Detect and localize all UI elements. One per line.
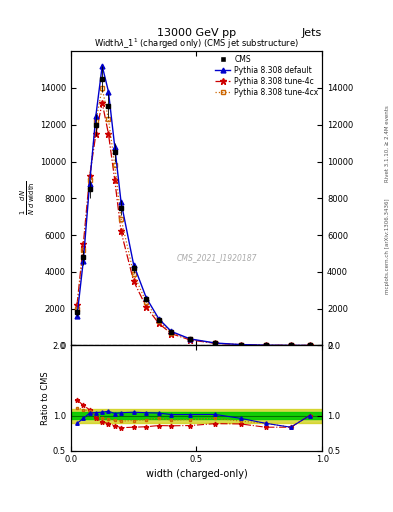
- Pythia 8.308 tune-4c: [94, 131, 98, 137]
- Pythia 8.308 default: [307, 343, 312, 349]
- Pythia 8.308 tune-4cx: [81, 247, 86, 253]
- Pythia 8.308 tune-4cx: [307, 343, 312, 349]
- Pythia 8.308 tune-4cx: [106, 116, 111, 122]
- Pythia 8.308 default: [263, 342, 268, 348]
- Text: CMS_2021_I1920187: CMS_2021_I1920187: [176, 253, 257, 262]
- Pythia 8.308 default: [288, 343, 293, 349]
- Pythia 8.308 tune-4c: [81, 241, 86, 247]
- Pythia 8.308 default: [131, 262, 136, 268]
- Pythia 8.308 tune-4c: [238, 342, 243, 348]
- Pythia 8.308 tune-4cx: [169, 330, 174, 336]
- Pythia 8.308 tune-4cx: [288, 343, 293, 349]
- Pythia 8.308 tune-4c: [106, 131, 111, 137]
- Pythia 8.308 default: [87, 181, 92, 187]
- Pythia 8.308 tune-4c: [307, 343, 312, 349]
- Text: Rivet 3.1.10, ≥ 2.4M events: Rivet 3.1.10, ≥ 2.4M events: [385, 105, 389, 182]
- Pythia 8.308 default: [75, 313, 79, 319]
- Pythia 8.308 tune-4cx: [131, 271, 136, 277]
- Pythia 8.308 default: [106, 89, 111, 95]
- Y-axis label: $\frac{1}{N}\,\frac{dN}{d\,\mathrm{width}}$: $\frac{1}{N}\,\frac{dN}{d\,\mathrm{width…: [18, 181, 37, 216]
- Text: 13000 GeV pp: 13000 GeV pp: [157, 28, 236, 38]
- Pythia 8.308 tune-4cx: [100, 85, 105, 91]
- Text: mcplots.cern.ch [arXiv:1306.3436]: mcplots.cern.ch [arXiv:1306.3436]: [385, 198, 389, 293]
- Pythia 8.308 tune-4c: [169, 331, 174, 337]
- Pythia 8.308 tune-4cx: [144, 299, 149, 305]
- Pythia 8.308 tune-4c: [144, 304, 149, 310]
- Pythia 8.308 default: [156, 316, 161, 322]
- Pythia 8.308 tune-4c: [131, 278, 136, 284]
- Line: Pythia 8.308 default: Pythia 8.308 default: [75, 63, 312, 348]
- Legend: CMS, Pythia 8.308 default, Pythia 8.308 tune-4c, Pythia 8.308 tune-4cx: CMS, Pythia 8.308 default, Pythia 8.308 …: [215, 55, 318, 97]
- Pythia 8.308 tune-4cx: [263, 342, 268, 348]
- Pythia 8.308 tune-4cx: [156, 317, 161, 324]
- Pythia 8.308 tune-4cx: [119, 216, 123, 222]
- Pythia 8.308 tune-4cx: [188, 336, 193, 343]
- Pythia 8.308 default: [169, 328, 174, 334]
- Pythia 8.308 default: [213, 340, 218, 346]
- Pythia 8.308 tune-4c: [213, 340, 218, 347]
- Line: Pythia 8.308 tune-4cx: Pythia 8.308 tune-4cx: [75, 86, 312, 348]
- Pythia 8.308 tune-4cx: [238, 342, 243, 348]
- Title: Width$\lambda\_1^1$ (charged only) (CMS jet substructure): Width$\lambda\_1^1$ (charged only) (CMS …: [94, 37, 299, 51]
- Pythia 8.308 tune-4c: [263, 342, 268, 348]
- Pythia 8.308 default: [238, 342, 243, 348]
- Line: Pythia 8.308 tune-4c: Pythia 8.308 tune-4c: [73, 99, 313, 349]
- Pythia 8.308 default: [81, 258, 86, 264]
- Y-axis label: Ratio to CMS: Ratio to CMS: [41, 371, 50, 425]
- Pythia 8.308 tune-4cx: [213, 340, 218, 346]
- Pythia 8.308 tune-4c: [87, 173, 92, 179]
- Pythia 8.308 tune-4c: [188, 337, 193, 343]
- Text: Jets: Jets: [302, 28, 322, 38]
- Pythia 8.308 default: [100, 63, 105, 69]
- Pythia 8.308 tune-4cx: [112, 162, 117, 168]
- X-axis label: width (charged-only): width (charged-only): [146, 468, 247, 479]
- Pythia 8.308 default: [112, 144, 117, 150]
- Pythia 8.308 tune-4c: [119, 228, 123, 234]
- Pythia 8.308 tune-4c: [288, 343, 293, 349]
- Pythia 8.308 default: [144, 294, 149, 301]
- Pythia 8.308 tune-4cx: [94, 118, 98, 124]
- Pythia 8.308 tune-4c: [100, 100, 105, 106]
- Pythia 8.308 tune-4c: [156, 321, 161, 327]
- Pythia 8.308 tune-4c: [75, 302, 79, 308]
- Pythia 8.308 default: [94, 113, 98, 119]
- Pythia 8.308 tune-4cx: [87, 177, 92, 183]
- Pythia 8.308 tune-4c: [112, 177, 117, 183]
- Pythia 8.308 tune-4cx: [75, 306, 79, 312]
- Pythia 8.308 default: [188, 336, 193, 342]
- Pythia 8.308 default: [119, 199, 123, 205]
